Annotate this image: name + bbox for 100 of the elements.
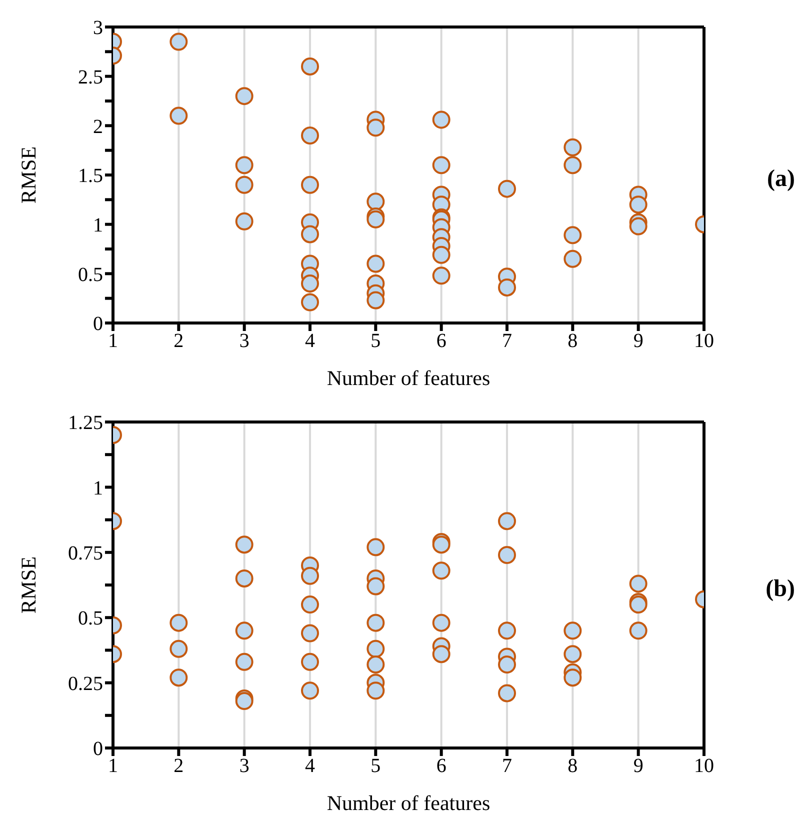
x-tick-label: 7 (502, 755, 512, 778)
point (629, 574, 648, 593)
point (301, 176, 319, 194)
point (366, 254, 385, 273)
point (366, 577, 385, 596)
x-axis-title: Number of features (326, 366, 490, 390)
point (366, 656, 385, 674)
point (170, 106, 188, 125)
point (629, 217, 648, 236)
point (629, 622, 648, 640)
point (498, 180, 516, 198)
point (170, 668, 188, 687)
point (366, 118, 385, 137)
point (432, 246, 450, 264)
y-tick-label: 0 (93, 738, 103, 760)
x-tick-label: 5 (370, 755, 381, 778)
point (235, 87, 254, 106)
point (235, 176, 254, 194)
y-tick-label: 1 (93, 477, 103, 500)
x-tick-label: 6 (436, 755, 446, 778)
x-axis-title: Number of features (326, 791, 490, 815)
point (498, 512, 516, 530)
point (366, 682, 385, 700)
point (564, 250, 582, 268)
point (235, 692, 254, 710)
x-tick-label: 10 (694, 755, 714, 778)
point (432, 266, 450, 285)
point (301, 682, 319, 700)
x-tick-label: 7 (502, 330, 512, 352)
point (170, 32, 188, 51)
x-tick-label: 9 (633, 755, 644, 778)
point (564, 138, 582, 156)
point (301, 293, 319, 312)
point (564, 645, 582, 664)
y-axis-title: RMSE (16, 146, 40, 204)
point (498, 546, 516, 564)
x-tick-label: 8 (568, 330, 578, 352)
point (564, 156, 582, 174)
x-tick-label: 4 (305, 330, 315, 352)
x-tick-label: 1 (108, 330, 118, 352)
x-tick-label: 3 (239, 330, 250, 352)
point (366, 640, 385, 658)
point (366, 291, 385, 310)
point (301, 274, 319, 293)
point (432, 614, 450, 632)
y-tick-label: 2.5 (78, 66, 103, 88)
point (432, 536, 450, 554)
point (301, 225, 319, 244)
point (564, 668, 582, 687)
x-tick-label: 8 (568, 755, 578, 778)
y-tick-label: 1 (93, 214, 103, 236)
point (301, 126, 319, 145)
point (366, 614, 385, 632)
x-tick-label: 9 (633, 330, 644, 352)
point (235, 569, 254, 588)
point (170, 614, 188, 632)
point (301, 57, 319, 76)
x-tick-label: 5 (370, 330, 381, 352)
point (564, 622, 582, 640)
point (235, 622, 254, 640)
point (498, 656, 516, 674)
point (170, 640, 188, 658)
x-tick-label: 1 (108, 755, 118, 778)
point (235, 652, 254, 671)
text: (b) (766, 576, 795, 602)
y-tick-label: 0.25 (68, 672, 103, 695)
y-tick-label: 2 (93, 116, 103, 138)
point (301, 652, 319, 671)
y-tick-label: 0.5 (78, 608, 103, 630)
point (498, 684, 516, 702)
point (301, 596, 319, 614)
point (301, 624, 319, 642)
point (366, 192, 385, 211)
point (301, 566, 319, 585)
y-tick-label: 0.5 (78, 264, 103, 286)
point (366, 210, 385, 228)
point (432, 110, 450, 129)
y-tick-label: 3 (93, 17, 103, 40)
x-tick-label: 3 (239, 755, 250, 778)
y-tick-label: 0 (93, 313, 103, 336)
point (498, 622, 516, 640)
x-tick-label: 10 (694, 330, 714, 352)
point (432, 645, 450, 664)
x-tick-label: 6 (436, 330, 446, 352)
y-tick-label: 0.75 (68, 542, 103, 564)
point (235, 212, 254, 230)
x-tick-label: 4 (305, 755, 315, 778)
y-tick-label: 1.25 (68, 412, 103, 434)
point (235, 156, 254, 174)
x-tick-label: 2 (174, 755, 184, 778)
y-axis-title: RMSE (16, 556, 40, 614)
x-tick-label: 2 (174, 330, 184, 352)
point (235, 536, 254, 554)
point (629, 596, 648, 614)
point (629, 196, 648, 214)
text: (a) (767, 166, 795, 192)
point (366, 538, 385, 556)
point (432, 156, 450, 174)
point (432, 562, 450, 580)
y-tick-label: 1.5 (78, 165, 103, 188)
